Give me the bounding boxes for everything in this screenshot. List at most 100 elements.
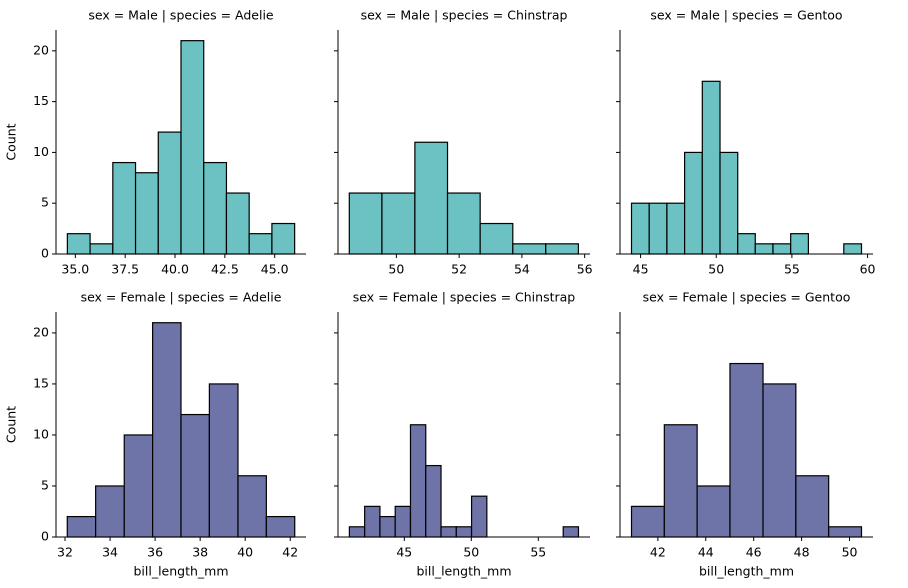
histogram-bar (348, 526, 366, 538)
histogram-bar (237, 475, 267, 538)
x-tick-label: 52 (451, 262, 467, 277)
x-tick-label: 38 (192, 545, 208, 560)
x-tick-label: 37.5 (111, 262, 139, 277)
histogram-bar (545, 243, 579, 255)
y-tick-label: 15 (33, 93, 49, 108)
histogram-bar (562, 526, 580, 538)
histogram-bar (512, 243, 547, 255)
y-tick-label: 20 (33, 42, 49, 57)
histogram-bar (696, 485, 731, 538)
x-tick-label: 50 (388, 262, 404, 277)
x-tick-label: 42.5 (211, 262, 239, 277)
x-axis-label: bill_length_mm (416, 564, 511, 579)
histogram-bar (157, 131, 182, 255)
histogram-bar (225, 192, 250, 255)
histogram-bar (180, 413, 210, 538)
x-tick-label: 36 (147, 545, 163, 560)
x-tick-label: 56 (577, 262, 593, 277)
histogram-bar (409, 424, 427, 538)
histogram-bar (648, 202, 668, 255)
histogram-bar (265, 515, 296, 538)
histogram-bar (470, 495, 488, 538)
x-tick-label: 50 (842, 545, 858, 560)
x-tick-label: 50 (463, 545, 479, 560)
histogram-bar (152, 322, 182, 538)
x-tick-label: 44 (698, 545, 714, 560)
histogram-bar (89, 243, 114, 255)
y-tick-label: 0 (41, 246, 49, 261)
histogram-bar (414, 141, 449, 255)
x-tick-label: 32 (57, 545, 73, 560)
histogram-bar (795, 475, 830, 538)
histogram-bar (364, 505, 381, 538)
y-axis-label: Count (4, 406, 19, 443)
histogram-bar (203, 161, 228, 255)
panel-title: sex = Male | species = Gentoo (650, 8, 842, 23)
x-tick-label: 45 (633, 262, 649, 277)
y-tick-label: 5 (41, 195, 49, 210)
histogram-bar (479, 222, 514, 255)
histogram-bar (772, 243, 792, 255)
histogram-bar (66, 515, 97, 538)
y-tick-label: 10 (33, 426, 49, 441)
panel-title: sex = Female | species = Adelie (81, 290, 282, 305)
x-tick-label: 54 (514, 262, 530, 277)
x-tick-label: 42 (282, 545, 298, 560)
y-tick-label: 20 (33, 324, 49, 339)
histogram-bar (112, 161, 137, 255)
x-tick-label: 46 (746, 545, 762, 560)
x-tick-label: 48 (794, 545, 810, 560)
histogram-bar (379, 515, 396, 538)
histogram-bar (630, 505, 665, 538)
x-tick-label: 34 (102, 545, 118, 560)
histogram-bar (425, 464, 442, 538)
histogram-bar (348, 192, 383, 255)
x-tick-label: 35.0 (61, 262, 89, 277)
histogram-bar (208, 383, 239, 538)
histogram-bar (271, 222, 296, 255)
x-tick-label: 45 (396, 545, 412, 560)
x-tick-label: 40 (237, 545, 253, 560)
histogram-bar (790, 233, 809, 255)
x-axis-label: bill_length_mm (133, 564, 228, 579)
histogram-bar (440, 526, 457, 538)
x-tick-label: 40.0 (161, 262, 189, 277)
histogram-bar (754, 243, 774, 255)
x-tick-label: 50 (708, 262, 724, 277)
histogram-bar (663, 424, 698, 538)
histogram-bar (381, 192, 416, 255)
y-tick-label: 5 (41, 477, 49, 492)
histogram-bar (729, 362, 764, 538)
histogram-bar (737, 233, 756, 255)
histogram-bar (701, 80, 721, 255)
histogram-bar (455, 526, 473, 538)
x-tick-label: 42 (650, 545, 666, 560)
panel-title: sex = Male | species = Chinstrap (361, 8, 568, 23)
histogram-bar (123, 434, 154, 538)
histogram-bar (719, 151, 739, 255)
y-tick-label: 0 (41, 529, 49, 544)
histogram-bar (248, 233, 273, 255)
histogram-bar (666, 202, 686, 255)
histogram-bar (843, 243, 863, 255)
panel-title: sex = Female | species = Gentoo (643, 290, 851, 305)
histogram-bar (95, 485, 125, 538)
histogram-bar (762, 383, 797, 538)
histogram-bar (394, 505, 412, 538)
histogram-bar (446, 192, 481, 255)
histogram-bar (630, 202, 650, 255)
histogram-bar (180, 40, 205, 255)
x-tick-label: 55 (784, 262, 800, 277)
histogram-bar (66, 233, 91, 255)
y-axis-label: Count (4, 123, 19, 160)
panel-title: sex = Male | species = Adelie (88, 8, 274, 23)
histogram-bar (134, 172, 159, 255)
y-tick-label: 10 (33, 144, 49, 159)
x-axis-label: bill_length_mm (699, 564, 794, 579)
histogram-bar (828, 526, 863, 538)
panel-title: sex = Female | species = Chinstrap (353, 290, 576, 305)
y-tick-label: 15 (33, 375, 49, 390)
x-tick-label: 60 (860, 262, 876, 277)
